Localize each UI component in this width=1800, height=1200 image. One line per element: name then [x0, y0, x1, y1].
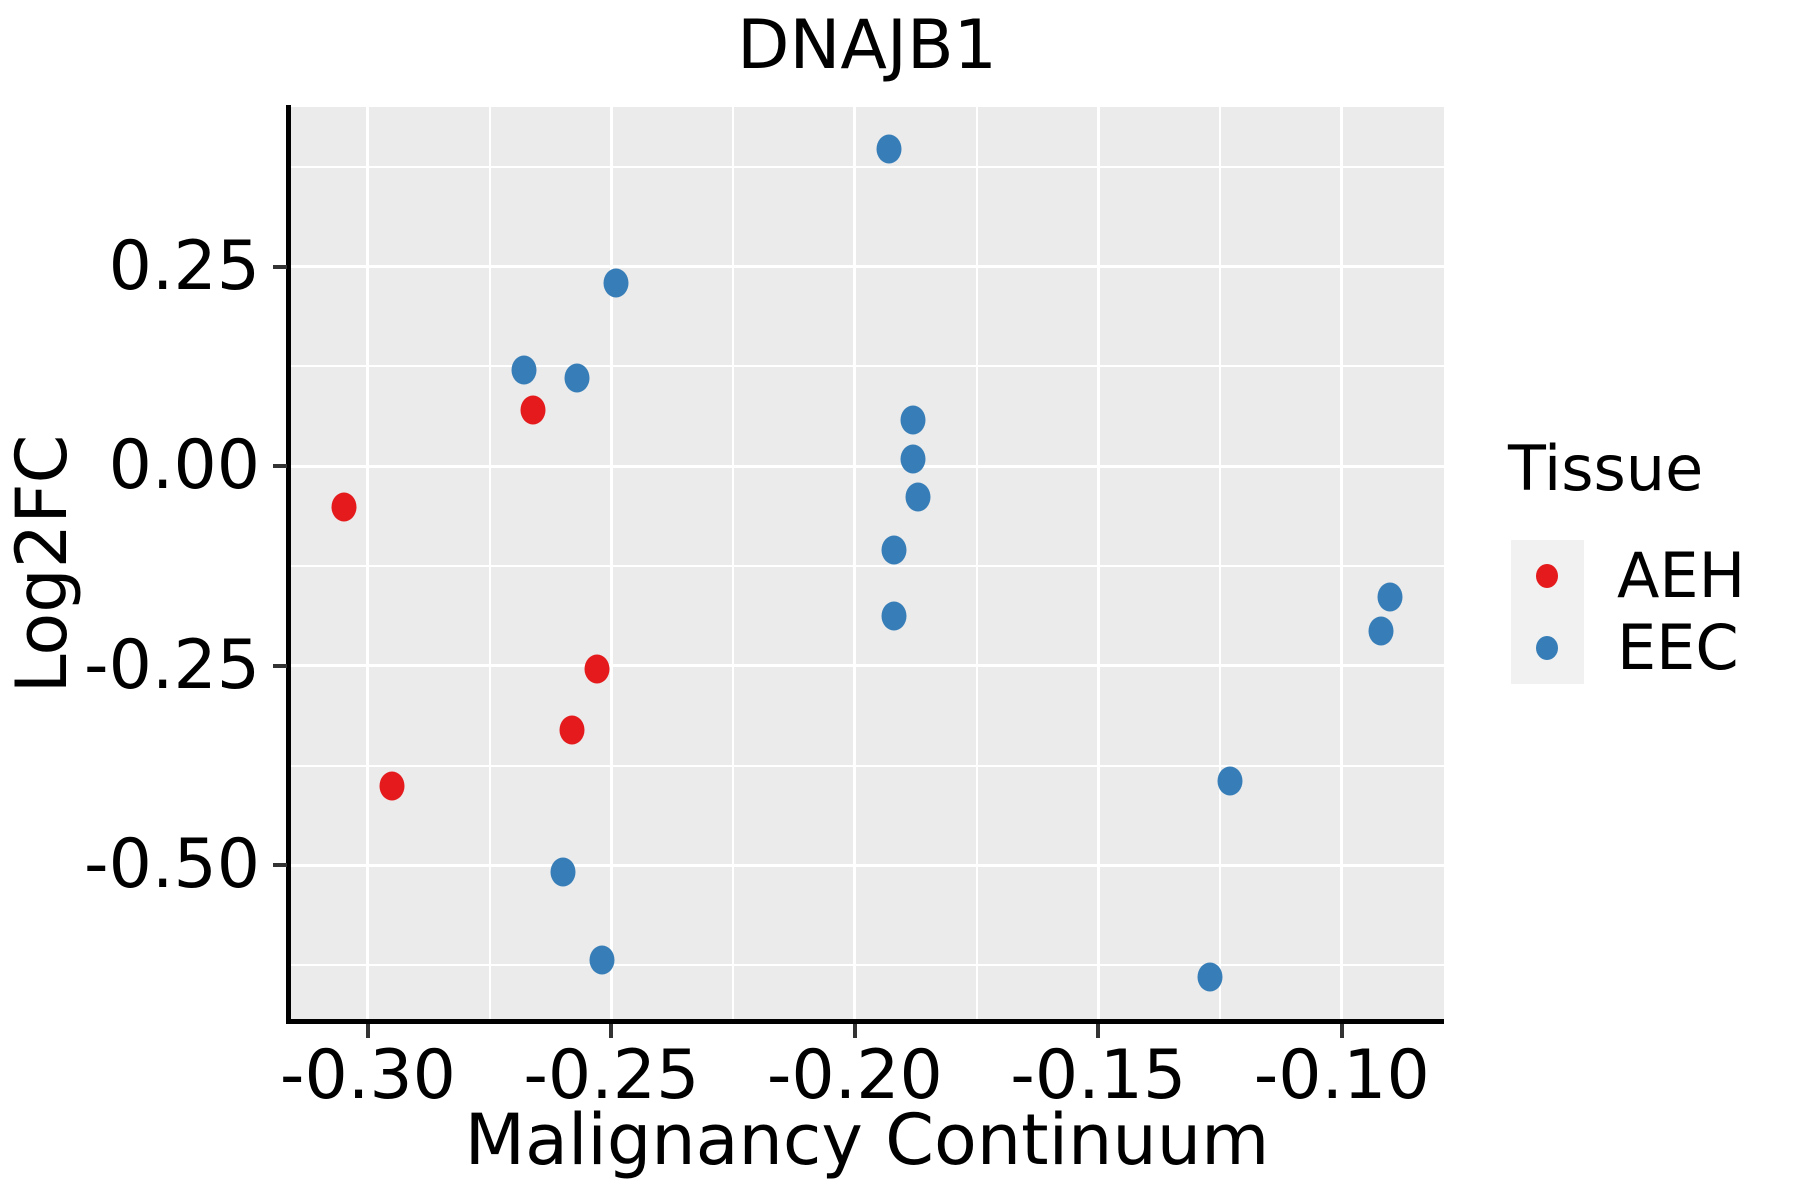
legend-key — [1511, 540, 1584, 612]
plot-panel — [290, 107, 1444, 1021]
x-tick-label: -0.30 — [279, 1036, 456, 1115]
data-point-eec — [550, 857, 576, 887]
gridline-major — [290, 265, 1444, 269]
y-tick-mark — [273, 264, 287, 269]
y-tick-label: 0.00 — [108, 426, 260, 506]
gridline-minor — [290, 564, 1444, 567]
legend-entries: AEH EEC — [1511, 540, 1798, 684]
y-tick-label: 0.25 — [108, 226, 260, 306]
y-axis-title: Log2FC — [1, 434, 83, 694]
x-tick-label: -0.20 — [766, 1036, 943, 1115]
legend-key — [1511, 612, 1584, 684]
x-tick-mark — [852, 1024, 857, 1038]
gridline-major — [290, 464, 1444, 468]
data-point-aeh — [379, 771, 405, 800]
gridline-major — [1096, 107, 1100, 1021]
data-point-aeh — [584, 654, 610, 684]
data-point-eec — [1377, 582, 1403, 612]
y-axis-line — [286, 105, 291, 1024]
x-tick-mark — [1096, 1024, 1101, 1038]
gridline-major — [853, 107, 857, 1021]
x-tick-label: -0.10 — [1253, 1036, 1430, 1115]
data-point-aeh — [331, 492, 357, 522]
x-axis-title: Malignancy Continuum — [464, 1099, 1270, 1181]
gridline-major — [609, 107, 613, 1021]
data-point-eec — [1197, 962, 1223, 992]
gridline-minor — [290, 165, 1444, 168]
legend-label: AEH — [1617, 539, 1746, 612]
y-tick-mark — [273, 863, 287, 868]
chart-title: DNAJB1 — [737, 6, 997, 85]
gridline-minor — [290, 365, 1444, 368]
gridline-major — [290, 664, 1444, 668]
data-point-eec — [603, 268, 629, 298]
gridline-minor — [488, 107, 491, 1021]
gridline-minor — [1219, 107, 1222, 1021]
legend-title: Tissue — [1508, 432, 1704, 505]
x-tick-mark — [365, 1024, 370, 1038]
gridline-major — [366, 107, 370, 1021]
legend-entry-aeh: AEH — [1511, 540, 1798, 612]
data-point-eec — [1368, 616, 1394, 646]
gridline-major — [290, 863, 1444, 867]
data-point-aeh — [520, 395, 546, 425]
data-point-eec — [1217, 766, 1243, 796]
x-tick-mark — [1339, 1024, 1344, 1038]
data-point-eec — [900, 444, 926, 474]
y-tick-label: -0.50 — [84, 825, 260, 905]
legend-entry-eec: EEC — [1511, 612, 1798, 684]
gridline-minor — [732, 107, 735, 1021]
legend-dot-eec — [1536, 636, 1558, 660]
data-point-eec — [881, 601, 907, 631]
data-point-aeh — [559, 715, 585, 745]
data-point-eec — [589, 945, 615, 975]
data-point-eec — [900, 405, 926, 435]
legend: Tissue AEH EEC — [1508, 432, 1798, 684]
gridline-major — [1340, 107, 1344, 1021]
x-tick-mark — [609, 1024, 614, 1038]
x-tick-label: -0.15 — [1010, 1036, 1187, 1115]
gridline-minor — [290, 964, 1444, 967]
x-axis-line — [286, 1019, 1444, 1024]
y-tick-mark — [273, 464, 287, 469]
data-point-eec — [905, 482, 931, 512]
data-point-eec — [876, 134, 902, 163]
y-tick-mark — [273, 663, 287, 668]
data-point-eec — [564, 363, 590, 393]
legend-label: EEC — [1617, 611, 1739, 684]
y-tick-label: -0.25 — [84, 625, 260, 705]
data-point-eec — [511, 355, 537, 385]
gridline-minor — [975, 107, 978, 1021]
gridline-minor — [290, 764, 1444, 767]
x-tick-label: -0.25 — [523, 1036, 700, 1115]
data-point-eec — [881, 535, 907, 565]
legend-dot-aeh — [1536, 564, 1558, 588]
